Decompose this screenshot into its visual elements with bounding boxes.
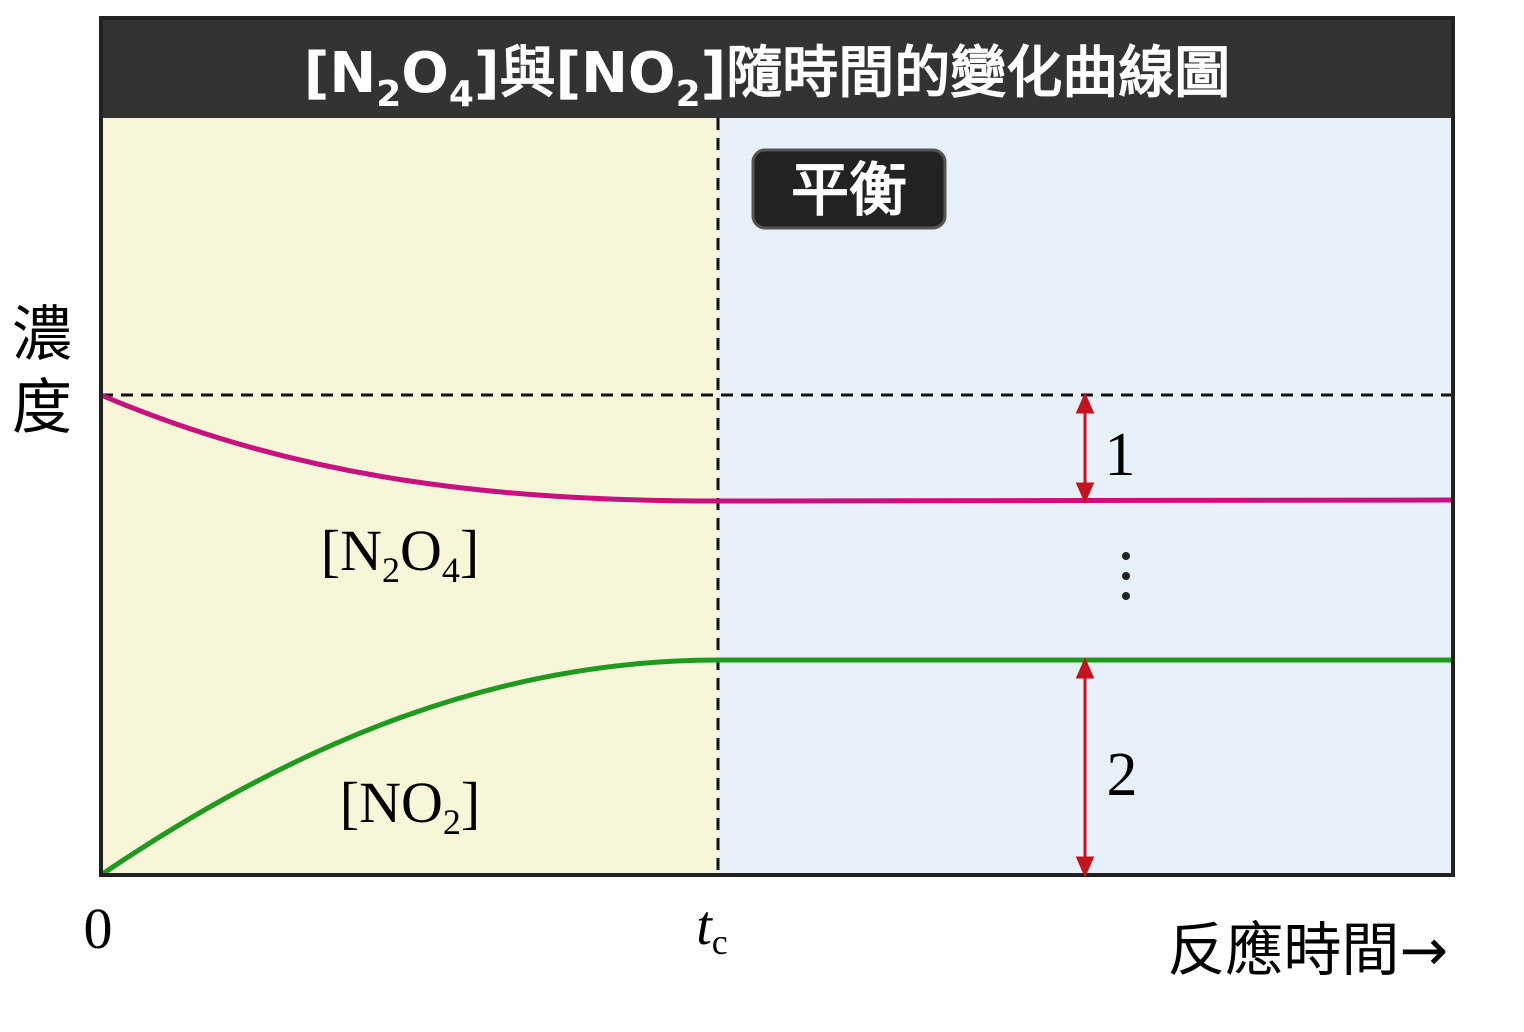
title-part: ]隨時間的變化曲線圖 (701, 41, 1231, 106)
ratio-bottom: 2 (1107, 741, 1138, 809)
tc-label: tc (696, 895, 728, 962)
title: [N2O4]與[NO2]隨時間的變化曲線圖 (304, 41, 1231, 115)
no2-label: [NO2] (340, 770, 480, 842)
arrow-heads (1075, 392, 1095, 504)
tc-sub: c (712, 922, 728, 962)
title-part: [N (304, 41, 376, 106)
origin-label: 0 (84, 896, 113, 961)
ratio-arrows (1075, 392, 1095, 878)
title-bar (101, 18, 1453, 118)
title-sub: 2 (376, 74, 401, 115)
x-axis-label: 反應時間→ (1167, 916, 1448, 984)
arrow-heads (1075, 657, 1095, 878)
tc-main: t (696, 895, 713, 957)
ratio-colon (1122, 552, 1130, 600)
title-part: O (401, 41, 449, 106)
label-sub: 2 (382, 550, 400, 590)
n2o4-label: [N2O4] (321, 518, 479, 590)
title-sub: 4 (449, 74, 474, 115)
ratio-top: 1 (1105, 421, 1136, 489)
label-part: O (400, 518, 442, 583)
label-part: ] (461, 770, 480, 835)
frame (99, 16, 1455, 877)
label-sub: 4 (442, 550, 460, 590)
n2o4-curve (100, 392, 1454, 504)
title-sub: 2 (676, 74, 701, 115)
badge-box (751, 148, 947, 230)
y-label-char: 濃 (12, 300, 72, 370)
no2-curve (99, 657, 1453, 878)
y-label-char: 度 (12, 373, 72, 443)
label-part: [NO (340, 770, 443, 835)
label-part: ] (460, 518, 479, 583)
pre-equilibrium-region (101, 118, 718, 875)
label-sub: 2 (443, 802, 461, 842)
label-part: [N (321, 518, 382, 583)
title-part: ]與[NO (474, 41, 676, 106)
badge: 平衡 (791, 156, 907, 224)
